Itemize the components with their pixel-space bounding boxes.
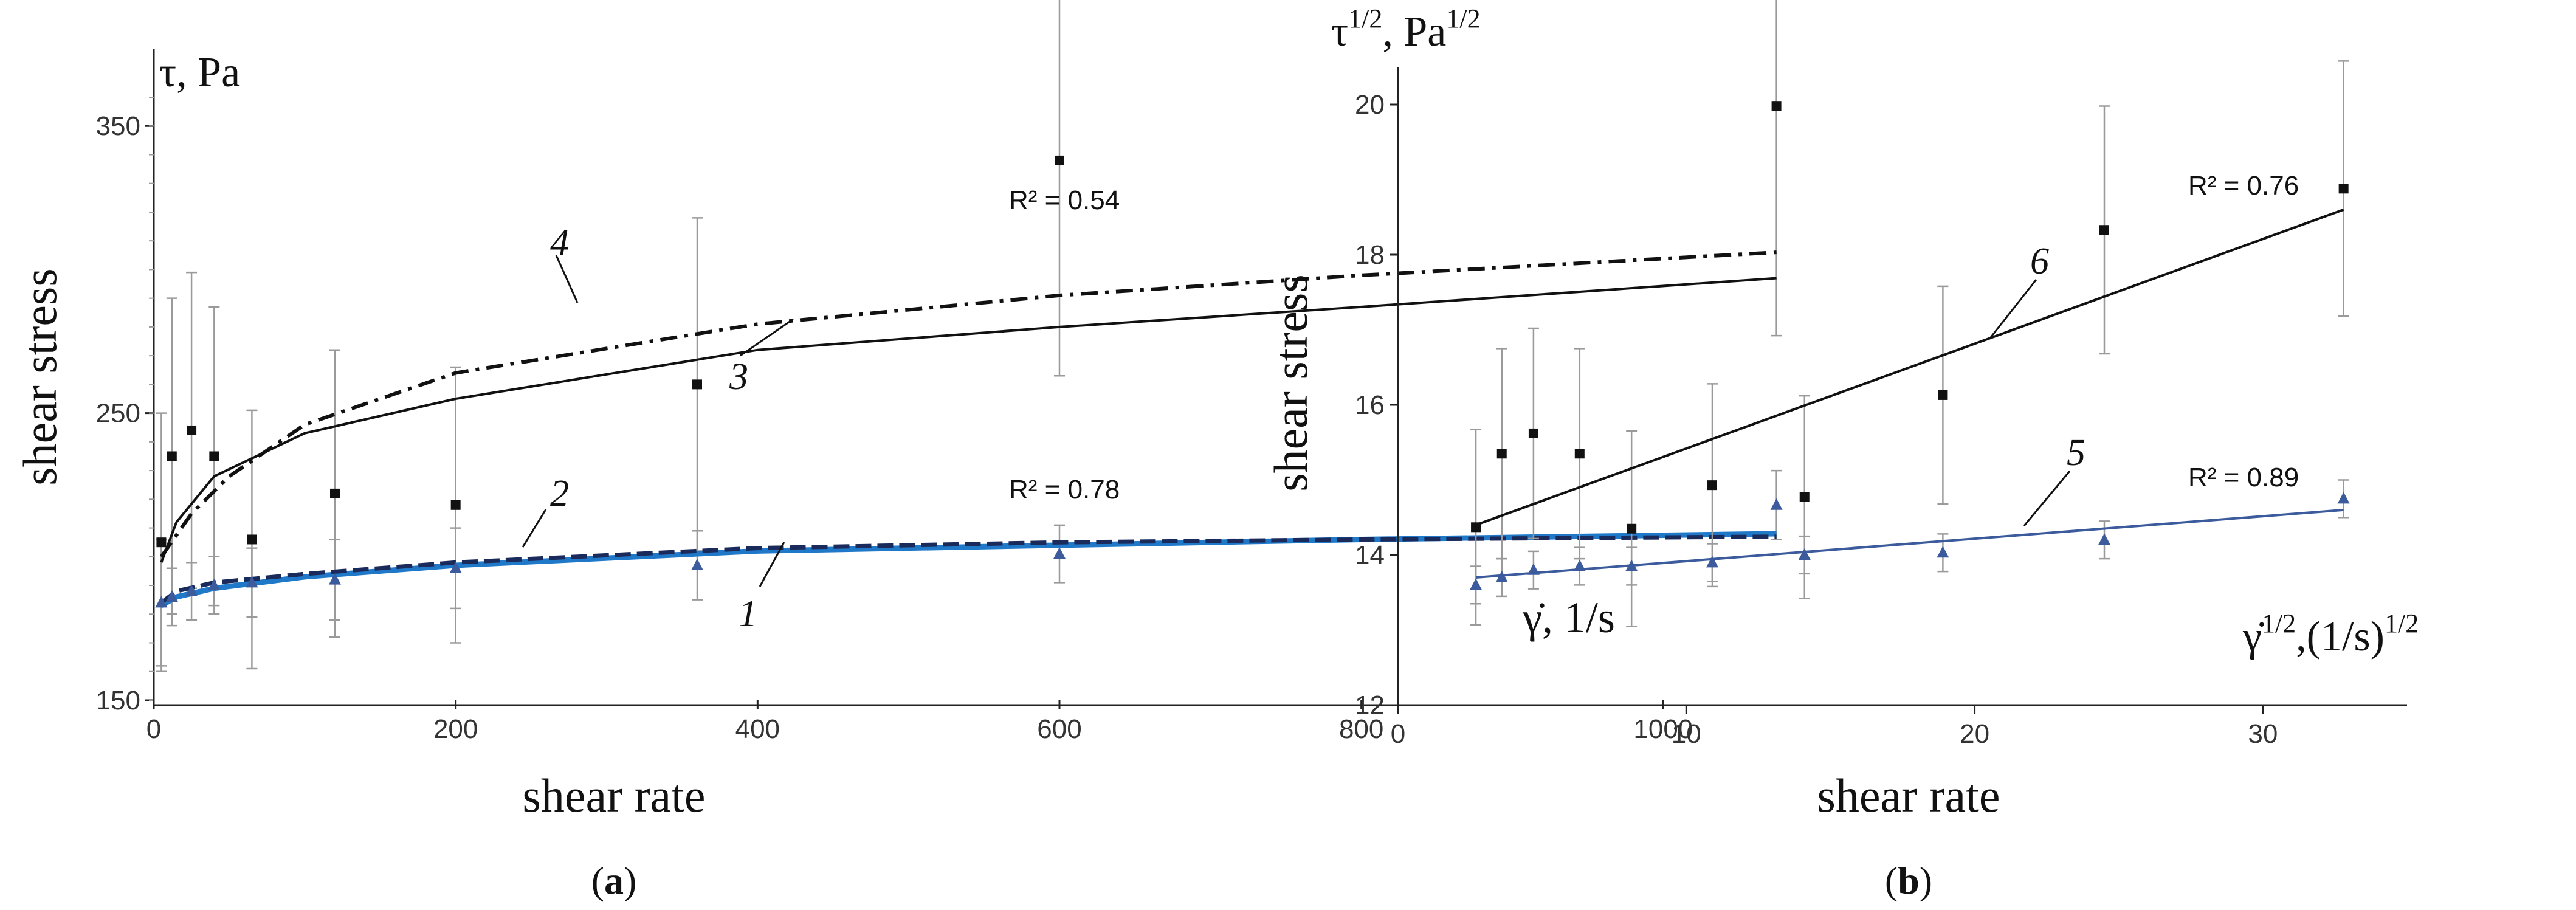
- panel-a-ylabel: shear stress: [13, 268, 66, 485]
- fit-curve-3: [160, 277, 1777, 563]
- data-point-square: [1471, 522, 1481, 533]
- panel-a-curve-label-3: 3: [729, 356, 748, 398]
- panel-b-x-unit: γ̇1/2,(1/s)1/2: [2242, 608, 2419, 660]
- data-point-triangle: [1798, 548, 1811, 560]
- x-tick-label: 0: [1391, 719, 1405, 749]
- x-tick-label: 30: [2248, 719, 2278, 749]
- panel-b-xlabel: shear rate: [1817, 769, 2000, 822]
- panel-b-r2-top: R² = 0.76: [2188, 171, 2299, 201]
- panel-a-callout-line-4: [555, 255, 579, 303]
- data-point-triangle: [246, 576, 258, 588]
- panel-b-callout-line-6: [1989, 279, 2037, 338]
- y-tick-label: 250: [96, 399, 140, 429]
- data-point-square: [692, 379, 702, 390]
- data-point-square: [1771, 101, 1782, 111]
- x-tick-label: 1000: [1633, 714, 1693, 744]
- data-point-triangle: [449, 561, 462, 573]
- data-point-triangle: [165, 590, 178, 602]
- panel-b-ticks: 12 14 16 18 20 0 10 20 30: [1355, 90, 2278, 749]
- fit-curve-5: [1475, 508, 2344, 579]
- y-tick-label: 350: [96, 111, 140, 141]
- data-point-triangle: [1527, 563, 1540, 575]
- panel-b-y-unit: τ1/2, Pa1/2: [1331, 4, 1481, 55]
- panel-b-curve-label-5: 5: [2067, 432, 2085, 474]
- panel-a-xlabel: shear rate: [523, 769, 706, 822]
- data-point-square: [247, 534, 257, 545]
- panel-a-x-unit: γ̇, 1/s: [1522, 593, 1615, 642]
- fit-curve-6: [1475, 209, 2344, 526]
- y-tick-label: 16: [1355, 390, 1385, 420]
- panel-b-data-points: [1470, 184, 2350, 590]
- y-tick-label: 20: [1355, 90, 1385, 120]
- data-point-triangle: [208, 579, 221, 591]
- x-tick-label: 20: [1960, 719, 1989, 749]
- data-point-triangle: [185, 584, 198, 596]
- panel-b-caption: (b): [1885, 859, 1932, 902]
- data-point-triangle: [1937, 546, 1949, 558]
- data-point-triangle: [1470, 578, 1483, 590]
- panel-b-ylabel: shear stress: [1264, 274, 1317, 491]
- data-point-square: [1707, 480, 1717, 491]
- data-point-square: [2099, 225, 2109, 235]
- data-point-triangle: [2098, 533, 2110, 545]
- panel-a-r2-bottom: R² = 0.78: [1009, 475, 1120, 505]
- fit-curve-4: [159, 250, 1777, 558]
- data-point-square: [2338, 184, 2349, 194]
- panel-b-callout-line-5: [2023, 471, 2071, 526]
- panel-a-callout-line-3: [740, 318, 794, 357]
- panel-a-callout-line-1: [759, 542, 785, 587]
- data-point-triangle: [329, 573, 341, 585]
- data-point-square: [156, 537, 167, 548]
- x-tick-label: 200: [433, 714, 478, 744]
- data-point-square: [1055, 155, 1064, 165]
- y-tick-label: 14: [1355, 540, 1385, 570]
- data-point-square: [209, 451, 219, 461]
- panel-b-curve-label-6: 6: [2030, 241, 2049, 282]
- data-point-square: [1574, 449, 1585, 459]
- x-tick-label: 600: [1037, 714, 1081, 744]
- panel-a-curve-label-4: 4: [550, 222, 569, 264]
- panel-b-error-bars: [1470, 60, 2349, 627]
- panel-a-curve-label-2: 2: [550, 473, 569, 514]
- data-point-triangle: [155, 596, 168, 608]
- panel-b-fit-lines: [1475, 209, 2344, 579]
- data-point-square: [330, 488, 340, 498]
- y-tick-label: 12: [1355, 691, 1385, 720]
- panel-b: 12 14 16 18 20 0 10 20 30 τ1/2, Pa1/2 γ̇1/2,(1/s…: [1264, 4, 2419, 902]
- panel-a-r2-top: R² = 0.54: [1009, 185, 1120, 215]
- data-point-triangle: [691, 558, 703, 570]
- data-point-square: [1528, 428, 1538, 438]
- data-point-triangle: [1573, 559, 1586, 571]
- data-point-triangle: [1053, 547, 1066, 559]
- data-point-square: [167, 451, 177, 461]
- data-point-square: [1938, 390, 1948, 400]
- panel-a-ticks: 150 250 350 0 200 400 600 800 1000: [96, 97, 1693, 744]
- x-tick-label: 800: [1339, 714, 1383, 744]
- x-tick-label: 0: [146, 714, 161, 744]
- data-point-triangle: [1625, 559, 1638, 571]
- data-point-square: [1496, 449, 1507, 459]
- panel-a-y-unit: τ, Pa: [159, 49, 240, 96]
- data-point-square: [1627, 523, 1637, 534]
- panel-a-curve-label-1: 1: [739, 593, 757, 635]
- data-point-square: [450, 500, 461, 510]
- data-point-triangle: [1706, 556, 1718, 568]
- panel-b-r2-bottom: R² = 0.89: [2188, 463, 2299, 492]
- data-point-triangle: [2337, 492, 2350, 504]
- data-point-triangle: [1770, 498, 1783, 510]
- data-point-square: [1799, 492, 1810, 502]
- x-tick-label: 400: [735, 714, 780, 744]
- y-tick-label: 150: [96, 686, 140, 715]
- panel-a-callout-line-2: [522, 509, 547, 548]
- x-tick-label: 10: [1672, 719, 1701, 749]
- panel-a-caption: (a): [591, 859, 637, 902]
- data-point-square: [187, 425, 197, 435]
- panel-a-data-points: [155, 101, 1783, 608]
- data-point-triangle: [1495, 571, 1508, 583]
- y-tick-label: 18: [1355, 240, 1385, 270]
